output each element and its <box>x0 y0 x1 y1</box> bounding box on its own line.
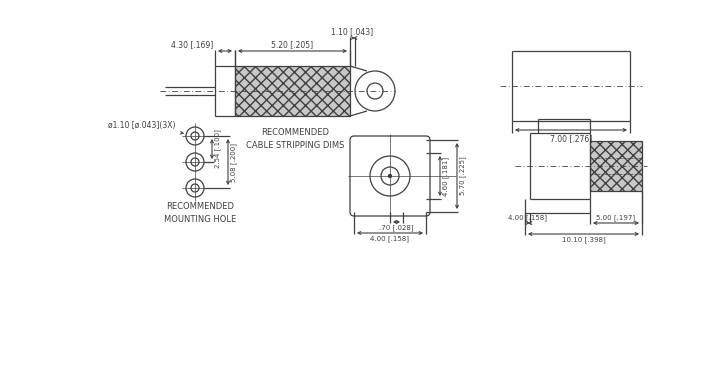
Text: 1.10 [.043]: 1.10 [.043] <box>331 27 374 36</box>
Text: 5.00 [.197]: 5.00 [.197] <box>596 214 636 221</box>
Text: 5.08 [.200]: 5.08 [.200] <box>230 142 237 181</box>
Text: 2.54 [.100]: 2.54 [.100] <box>214 129 221 169</box>
Bar <box>235 66 350 116</box>
Text: 4.00 [.158]: 4.00 [.158] <box>371 235 410 242</box>
Text: 4.30 [.169]: 4.30 [.169] <box>171 40 213 49</box>
Text: 5.20 [.205]: 5.20 [.205] <box>271 40 314 49</box>
Text: RECOMMENDED
MOUNTING HOLE: RECOMMENDED MOUNTING HOLE <box>164 202 236 224</box>
Text: 4.60 [.181]: 4.60 [.181] <box>442 156 449 196</box>
Text: 5.70 [.225]: 5.70 [.225] <box>459 157 466 196</box>
Text: .70 [.028]: .70 [.028] <box>379 224 414 231</box>
Bar <box>590 141 642 191</box>
Text: 4.00 [.158]: 4.00 [.158] <box>508 214 547 221</box>
Circle shape <box>389 174 392 178</box>
Text: RECOMMENDED
CABLE STRIPPING DIMS: RECOMMENDED CABLE STRIPPING DIMS <box>246 128 344 149</box>
Text: ø1.10 [ø.043](3X): ø1.10 [ø.043](3X) <box>108 121 183 134</box>
Text: 7.00 [.276]: 7.00 [.276] <box>550 134 592 143</box>
Text: 10.10 [.398]: 10.10 [.398] <box>562 236 606 243</box>
